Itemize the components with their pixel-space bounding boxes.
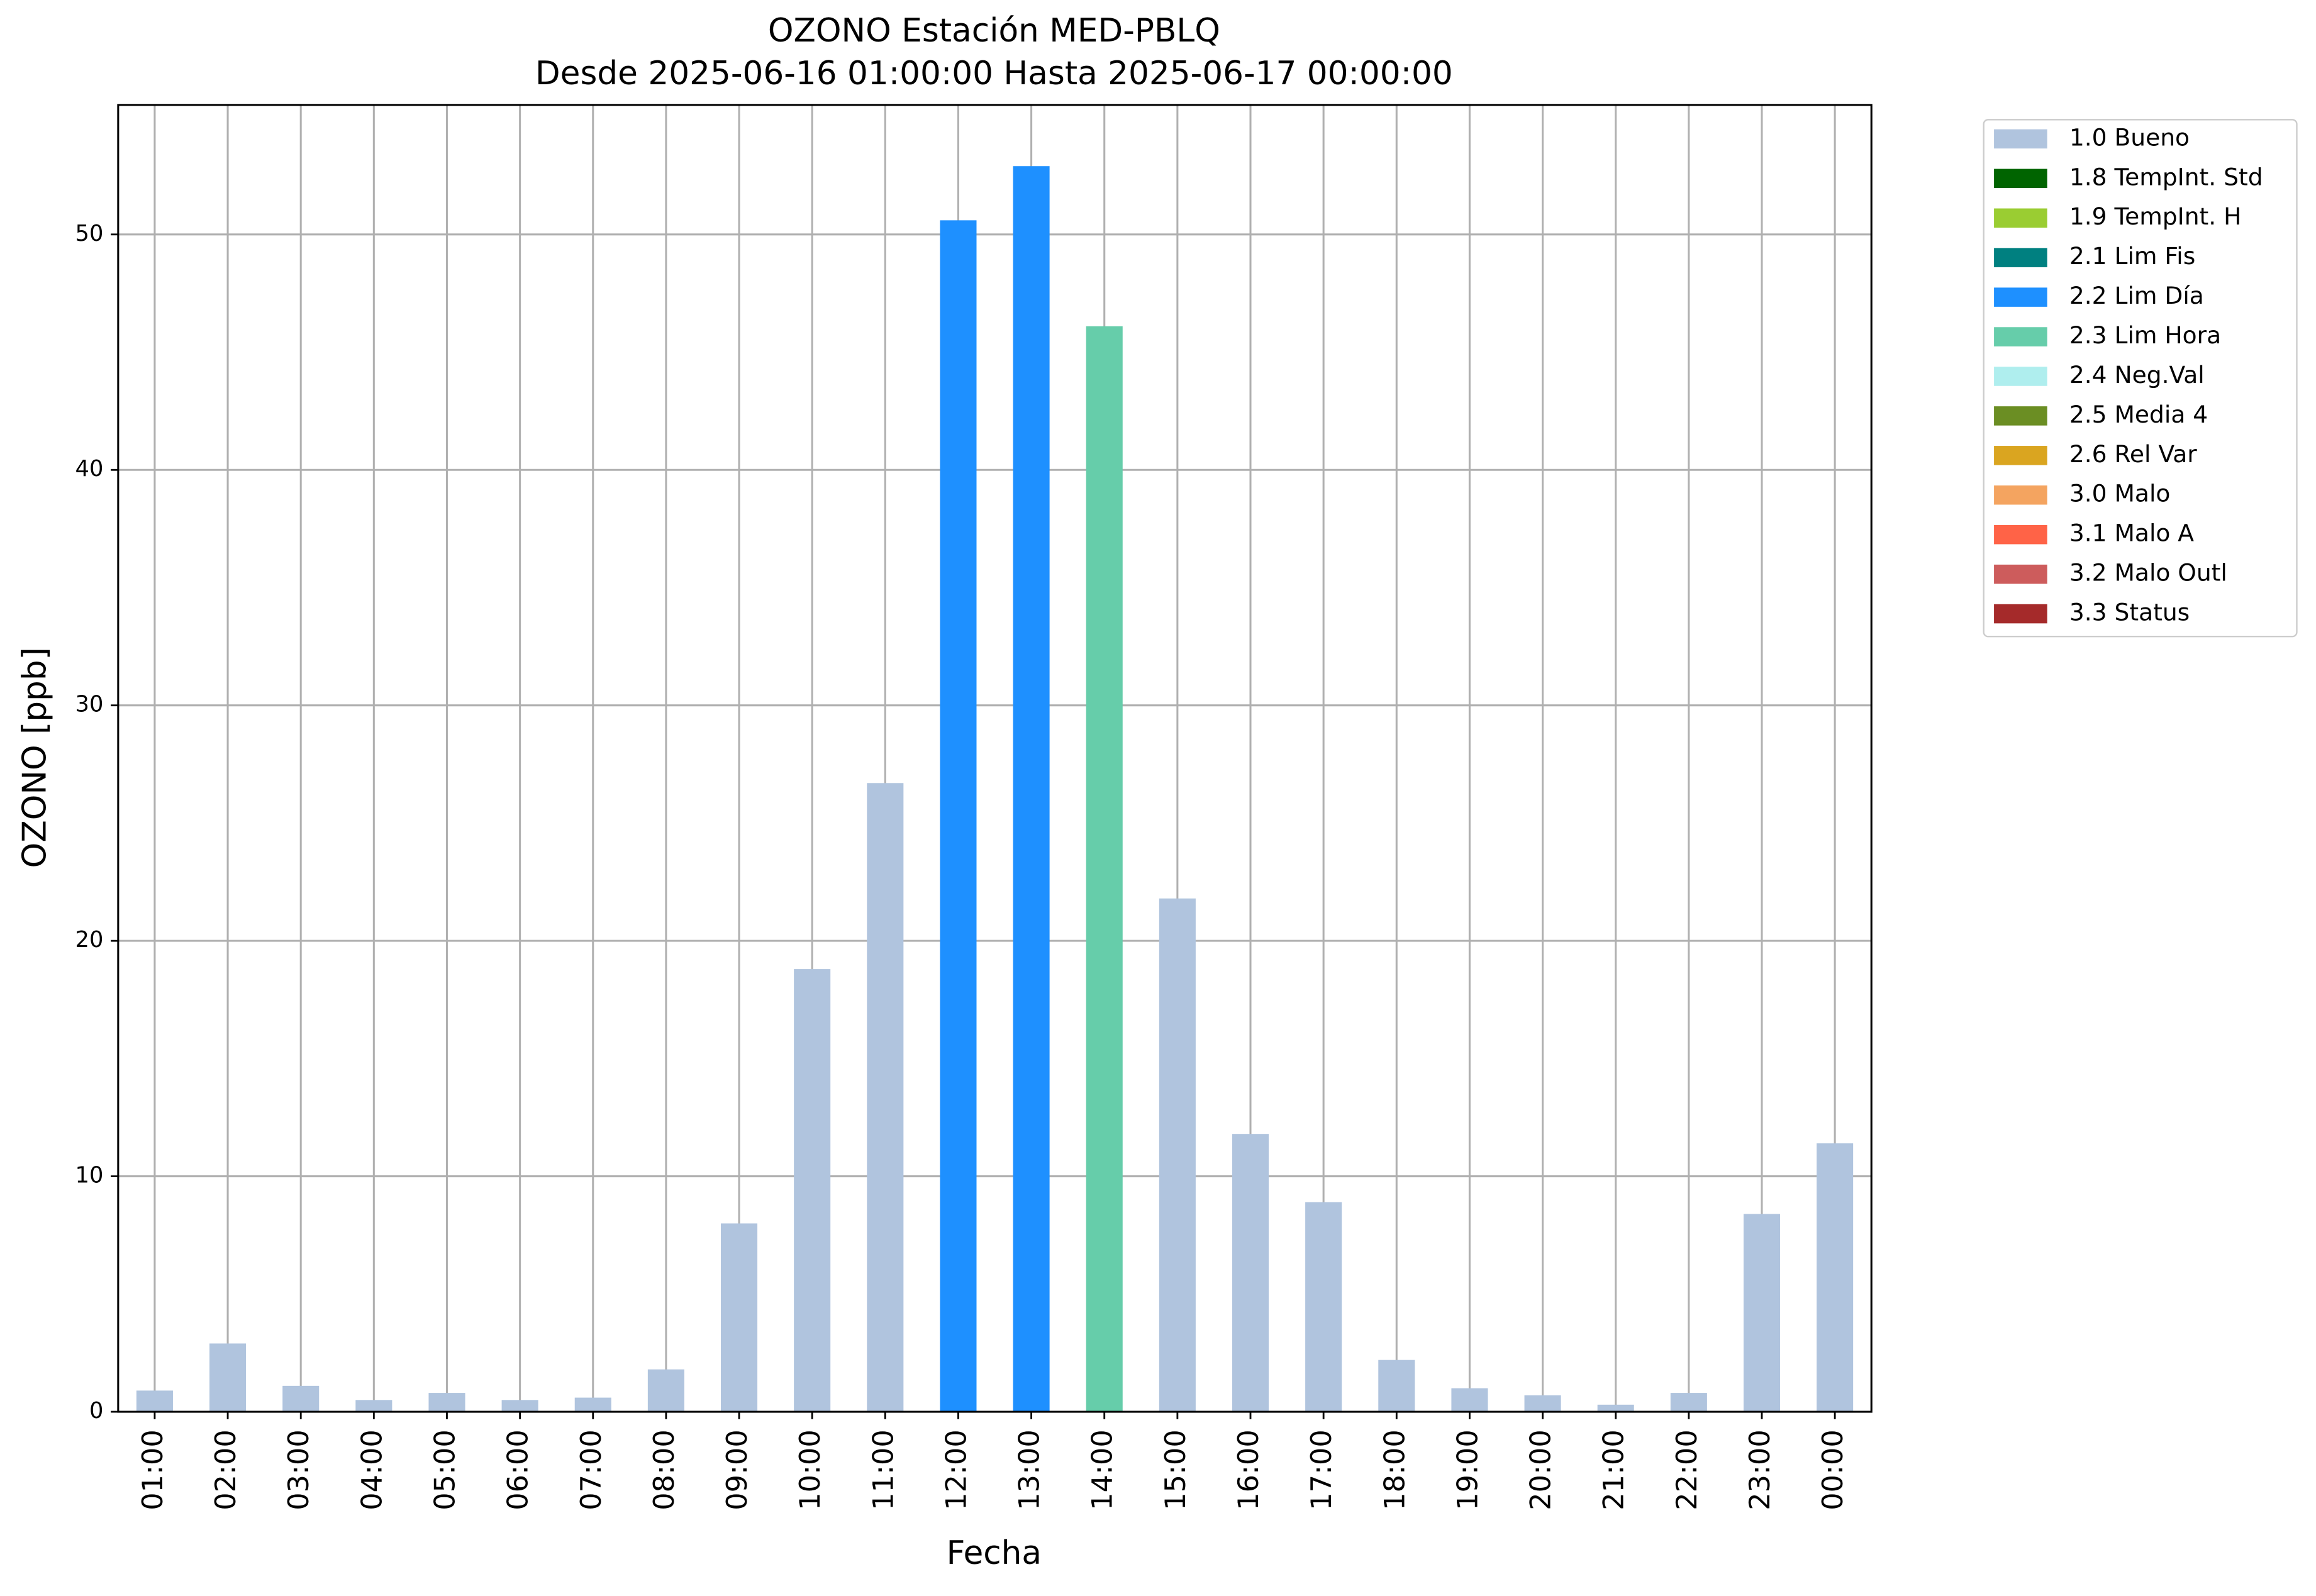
plot-frame: [117, 104, 1873, 1413]
y-tick-label: 0: [89, 1398, 103, 1424]
bar: [1378, 1360, 1415, 1412]
x-tick-label: 06:00: [502, 1429, 535, 1510]
bar: [1013, 166, 1050, 1412]
bar: [136, 1390, 173, 1412]
x-tick-label: 12:00: [940, 1429, 972, 1510]
bar: [282, 1385, 320, 1412]
legend-label: 2.6 Rel Var: [2069, 440, 2197, 468]
x-tick-label: 19:00: [1451, 1429, 1484, 1510]
legend-label: 2.5 Media 4: [2069, 401, 2208, 428]
bar: [1232, 1134, 1269, 1412]
bar: [867, 783, 904, 1412]
bar: [1086, 326, 1123, 1412]
bar: [1743, 1214, 1781, 1412]
chart-subtitle: Desde 2025-06-16 01:00:00 Hasta 2025-06-…: [535, 55, 1453, 92]
bar: [1305, 1202, 1342, 1412]
legend-label: 3.2 Malo Outl: [2069, 559, 2227, 587]
axes: 0 10 20 30 40 50 01:00 02:00 03:00 04:00 05:00 06:0…: [75, 221, 1850, 1510]
legend-swatch: [1994, 169, 2047, 189]
x-tick-label: 14:00: [1086, 1429, 1119, 1510]
bar: [721, 1223, 758, 1412]
bar: [428, 1393, 465, 1412]
y-axis-label: OZONO [ppb]: [16, 647, 54, 868]
x-tick-label: 03:00: [282, 1429, 315, 1510]
x-tick-label: 16:00: [1232, 1429, 1265, 1510]
legend-label: 3.1 Malo A: [2069, 519, 2194, 547]
bar: [1817, 1143, 1854, 1412]
legend-label: 3.0 Malo: [2069, 480, 2171, 507]
legend-swatch: [1994, 129, 2047, 149]
legend: 1.0 Bueno 1.8 TempInt. Std 1.9 TempInt. H 2…: [1994, 123, 2263, 626]
bar: [794, 969, 831, 1412]
bar: [355, 1400, 392, 1412]
bar: [1670, 1393, 1707, 1412]
y-tick-label: 30: [75, 692, 104, 718]
x-tick-label: 02:00: [209, 1429, 242, 1510]
bar: [940, 220, 977, 1412]
chart-title: OZONO Estación MED-PBLQ: [768, 12, 1220, 50]
x-tick-label: 01:00: [136, 1429, 169, 1510]
bars: [136, 166, 1854, 1412]
bar: [574, 1397, 611, 1412]
x-tick-label: 00:00: [1817, 1429, 1849, 1510]
legend-swatch: [1994, 524, 2047, 545]
x-tick-label: 05:00: [428, 1429, 461, 1510]
x-tick-label: 21:00: [1598, 1429, 1630, 1510]
bar: [1524, 1395, 1561, 1412]
legend-swatch: [1994, 564, 2047, 584]
y-tick-label: 40: [75, 456, 104, 482]
bar: [647, 1369, 684, 1412]
legend-box: [1983, 119, 2298, 638]
x-tick-label: 13:00: [1013, 1429, 1046, 1510]
legend-swatch: [1994, 485, 2047, 505]
x-tick-label: 18:00: [1378, 1429, 1411, 1510]
y-tick-label: 20: [75, 927, 104, 953]
legend-label: 3.3 Status: [2069, 599, 2190, 626]
legend-swatch: [1994, 248, 2047, 267]
legend-label: 2.3 Lim Hora: [2069, 321, 2221, 349]
legend-swatch: [1994, 208, 2047, 228]
legend-swatch: [1994, 367, 2047, 386]
legend-swatch: [1994, 287, 2047, 307]
x-tick-label: 04:00: [355, 1429, 388, 1510]
grid: [118, 104, 1872, 1413]
x-tick-label: 22:00: [1671, 1429, 1703, 1510]
x-tick-label: 17:00: [1305, 1429, 1338, 1510]
bar: [209, 1343, 247, 1412]
x-axis-label: Fecha: [947, 1534, 1042, 1572]
y-tick-label: 10: [75, 1163, 104, 1189]
x-tick-label: 11:00: [867, 1429, 899, 1510]
legend-swatch: [1994, 406, 2047, 426]
bar: [1597, 1404, 1634, 1412]
x-tick-label: 07:00: [575, 1429, 608, 1510]
legend-label: 1.0 Bueno: [2069, 123, 2190, 151]
legend-label: 2.2 Lim Día: [2069, 282, 2204, 309]
x-tick-label: 09:00: [721, 1429, 754, 1510]
legend-label: 2.4 Neg.Val: [2069, 361, 2205, 389]
x-tick-label: 08:00: [648, 1429, 681, 1510]
x-tick-label: 23:00: [1744, 1429, 1776, 1510]
legend-swatch: [1994, 446, 2047, 465]
legend-swatch: [1994, 327, 2047, 346]
bar: [1159, 898, 1196, 1412]
x-tick-label: 10:00: [794, 1429, 827, 1510]
legend-label: 1.9 TempInt. H: [2069, 202, 2242, 230]
y-tick-label: 50: [75, 221, 104, 247]
legend-swatch: [1994, 604, 2047, 624]
x-tick-label: 15:00: [1159, 1429, 1192, 1510]
x-tick-label: 20:00: [1525, 1429, 1557, 1510]
bar: [501, 1400, 538, 1412]
legend-label: 2.1 Lim Fis: [2069, 242, 2195, 270]
bar: [1451, 1388, 1488, 1412]
legend-label: 1.8 TempInt. Std: [2069, 163, 2263, 191]
